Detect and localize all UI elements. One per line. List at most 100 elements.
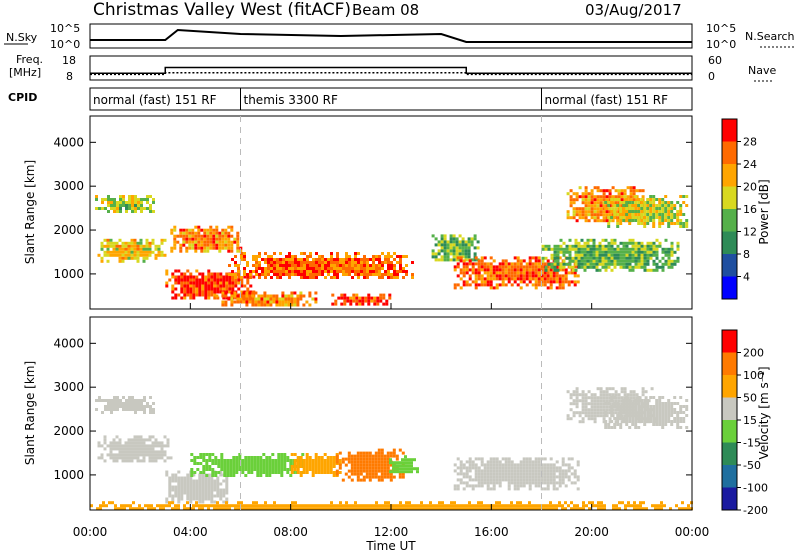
power-cell <box>318 258 321 261</box>
power-cell <box>206 234 210 238</box>
power-cell <box>360 267 363 270</box>
power-cell <box>236 231 240 235</box>
velocity-cell <box>219 473 223 477</box>
power-cell <box>652 216 656 219</box>
velocity-cell <box>519 475 523 479</box>
power-cell <box>224 303 228 307</box>
power-cell <box>516 256 520 260</box>
velocity-cell <box>104 399 107 402</box>
power-cell <box>655 210 659 213</box>
power-cell <box>273 261 276 264</box>
power-cell <box>312 261 315 264</box>
velocity-cell <box>204 482 208 486</box>
power-cell <box>121 247 125 251</box>
velocity-cell <box>619 414 623 417</box>
power-cell <box>664 216 668 219</box>
power-cell <box>354 273 357 276</box>
velocity-cell <box>377 463 381 467</box>
power-cell <box>534 286 538 290</box>
velocity-cell <box>157 441 161 445</box>
velocity-cell <box>168 494 172 498</box>
velocity-cell <box>510 463 514 467</box>
power-cell <box>664 238 668 242</box>
velocity-cell <box>360 504 363 508</box>
velocity-cell <box>359 457 363 461</box>
power-cell <box>655 204 659 207</box>
power-cell <box>646 213 650 216</box>
velocity-cell <box>519 478 523 482</box>
velocity-cell <box>596 411 600 415</box>
power-cell <box>357 267 360 270</box>
power-cell <box>227 237 231 241</box>
velocity-cell <box>151 456 155 460</box>
velocity-cell <box>201 494 205 498</box>
power-cell <box>587 219 591 223</box>
velocity-cell <box>381 504 384 508</box>
power-cell <box>602 216 606 220</box>
velocity-cell <box>142 447 146 451</box>
power-cell <box>336 255 339 258</box>
power-cell <box>589 265 593 269</box>
velocity-cell <box>336 507 339 511</box>
power-cell <box>349 296 353 300</box>
power-cell <box>379 293 383 297</box>
velocity-cell <box>465 504 468 508</box>
velocity-cell <box>171 494 175 498</box>
velocity-cell <box>232 459 236 462</box>
velocity-cell <box>633 507 636 511</box>
velocity-cell <box>489 481 493 485</box>
velocity-cell <box>283 468 287 471</box>
power-cell <box>165 284 169 288</box>
power-cell <box>613 216 617 219</box>
velocity-cell <box>380 448 384 452</box>
velocity-cell <box>474 469 478 473</box>
velocity-cell <box>637 420 641 423</box>
power-cell <box>233 294 237 298</box>
velocity-cell <box>625 405 629 408</box>
power-cell <box>148 241 152 245</box>
velocity-cell <box>130 438 134 442</box>
power-cell <box>643 204 647 207</box>
velocity-cell <box>202 456 206 459</box>
power-cell <box>655 198 659 201</box>
power-cell <box>348 264 351 267</box>
power-cell <box>246 278 250 282</box>
velocity-cell <box>392 454 396 458</box>
power-cell <box>355 293 359 297</box>
power-cell <box>474 268 478 272</box>
velocity-cell <box>652 417 656 420</box>
power-cell <box>531 265 535 269</box>
power-cell <box>522 259 526 263</box>
power-cell <box>291 264 294 267</box>
velocity-cell <box>395 464 398 468</box>
power-cell <box>240 281 244 285</box>
velocity-cell <box>196 456 200 459</box>
velocity-cell <box>492 460 496 464</box>
power-cell <box>596 189 600 193</box>
power-cell <box>599 207 603 211</box>
power-cell <box>467 249 471 253</box>
velocity-cell <box>216 501 219 505</box>
velocity-cell <box>575 399 579 403</box>
velocity-cell <box>519 504 522 508</box>
power-cell <box>287 294 291 298</box>
power-cell <box>584 192 588 196</box>
velocity-cell <box>552 472 556 476</box>
power-cell <box>177 269 181 273</box>
power-cell <box>676 259 680 263</box>
velocity-cell <box>558 504 561 508</box>
velocity-cell <box>171 488 175 492</box>
velocity-cell <box>326 465 330 468</box>
velocity-cell <box>389 470 392 474</box>
power-cell <box>587 195 591 199</box>
power-cell <box>605 189 609 193</box>
velocity-cell <box>144 504 147 508</box>
power-cell <box>462 259 466 263</box>
velocity-cell <box>631 405 635 408</box>
power-cell <box>613 238 617 242</box>
power-cell <box>581 207 585 211</box>
power-cell <box>363 270 366 273</box>
power-cell <box>571 268 575 272</box>
velocity-cell <box>620 402 624 406</box>
power-cell <box>625 204 629 207</box>
